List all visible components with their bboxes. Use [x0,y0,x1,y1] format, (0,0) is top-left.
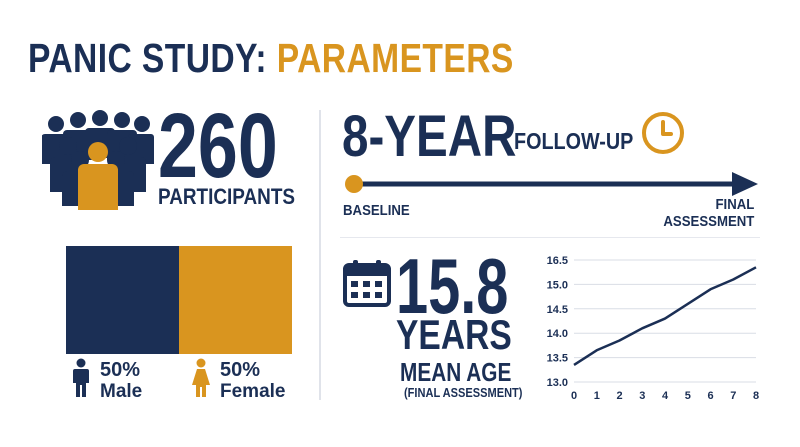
mean-age-note: (FINAL ASSESSMENT) [404,385,523,400]
female-person-icon [192,358,210,397]
baseline-label: BASELINE [343,202,410,219]
followup-years: 8-YEAR [342,104,517,169]
vertical-divider [319,110,321,400]
female-percent: 50% [220,359,261,381]
page-title: PANIC STUDY: PARAMETERS [28,32,514,84]
x-tick-label: 7 [730,390,736,402]
y-tick-label: 13.0 [547,377,568,389]
mean-age-label: MEAN AGE [400,357,512,387]
clock-icon [642,112,684,154]
x-tick-label: 2 [616,390,622,402]
final-assessment-label: FINAL ASSESSMENT [663,196,754,230]
participants-label: PARTICIPANTS [158,184,295,209]
age-line-chart: 16.5 15.0 14.5 14.0 13.5 13.00 1 2 3 4 5 6 7 8 [547,255,759,402]
y-tick-label: 14.0 [547,328,568,340]
title-part-1: PANIC STUDY: [28,35,277,81]
x-tick-label: 6 [707,390,713,402]
x-tick-label: 0 [571,390,577,402]
male-share-segment [66,246,179,354]
male-label: Male [100,381,143,402]
final-label-line2: ASSESSMENT [663,213,754,230]
gender-split-bar [66,246,292,354]
horizontal-divider [340,237,760,238]
x-tick-label: 8 [753,390,759,402]
y-tick-label: 14.5 [547,304,568,316]
male-percent: 50% [100,359,141,381]
x-tick-label: 1 [594,390,600,402]
title-part-2: PARAMETERS [276,35,514,81]
mean-age-unit: YEARS [396,311,512,358]
y-tick-label: 16.5 [547,255,568,267]
y-tick-label: 15.0 [547,279,568,291]
calendar-icon [343,260,391,307]
female-share-segment [179,246,292,354]
mean-age-value: 15.8 [396,242,509,330]
final-label-line1: FINAL [715,196,754,213]
series-line [573,266,757,366]
people-group-icon [42,110,154,210]
female-label: Female [220,381,286,402]
x-tick-label: 4 [662,390,669,402]
timeline-arrow [345,172,758,196]
followup-label: FOLLOW-UP [514,128,634,154]
y-tick-label: 13.5 [547,353,568,365]
participants-count: 260 [158,95,278,197]
baseline-marker [345,175,363,193]
x-tick-label: 3 [639,390,645,402]
x-tick-label: 5 [685,390,691,402]
male-person-icon [73,358,89,397]
